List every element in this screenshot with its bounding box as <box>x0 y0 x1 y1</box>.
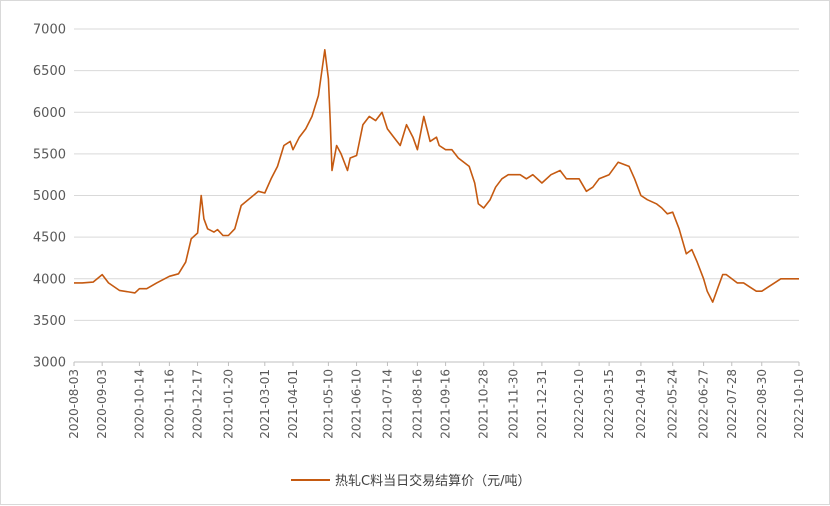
x-tick-label: 2020-12-17 <box>191 369 205 439</box>
x-tick-label: 2022-10-10 <box>792 369 806 439</box>
x-tick-label: 2021-10-28 <box>477 369 491 439</box>
legend: 热轧C料当日交易结算价（元/吨） <box>291 473 530 489</box>
gridlines <box>74 28 799 363</box>
x-tick-label: 2022-08-30 <box>755 369 769 439</box>
y-tick-label: 5000 <box>33 189 66 204</box>
y-axis-ticks: 3000 3500 4000 4500 5000 5500 6000 6500 7000 <box>33 23 66 371</box>
x-tick-label: 2022-06-27 <box>697 369 711 439</box>
x-tick-label: 2022-07-28 <box>725 369 739 439</box>
x-tick-label: 2020-09-03 <box>95 369 109 439</box>
x-tick-label: 2021-08-16 <box>410 369 424 439</box>
x-axis-ticks: 2020-08-03 2020-09-03 2020-10-14 2020-11-16… <box>67 362 806 439</box>
x-tick-label: 2021-04-01 <box>286 369 300 439</box>
y-tick-label: 4500 <box>33 231 66 246</box>
y-tick-label: 7000 <box>33 23 66 38</box>
y-tick-label: 3000 <box>33 356 66 371</box>
x-tick-label: 2021-09-16 <box>439 369 453 439</box>
x-tick-label: 2020-08-03 <box>67 369 81 439</box>
x-tick-label: 2021-03-01 <box>258 369 272 439</box>
x-tick-label: 2021-12-31 <box>535 369 549 439</box>
x-tick-label: 2022-05-24 <box>666 369 680 439</box>
x-tick-label: 2021-05-10 <box>321 369 335 439</box>
series-line <box>74 49 799 303</box>
y-tick-label: 6000 <box>33 106 66 121</box>
x-tick-label: 2020-10-14 <box>132 369 146 439</box>
x-tick-label: 2021-01-20 <box>221 369 235 439</box>
legend-label: 热轧C料当日交易结算价（元/吨） <box>335 473 530 489</box>
y-tick-label: 4000 <box>33 272 66 287</box>
x-tick-label: 2020-11-16 <box>162 369 176 439</box>
x-tick-label: 2022-04-19 <box>634 369 648 439</box>
x-tick-label: 2021-11-30 <box>507 369 521 439</box>
x-tick-label: 2021-06-10 <box>350 369 364 439</box>
x-tick-label: 2022-03-15 <box>602 369 616 439</box>
y-tick-label: 3500 <box>33 314 66 329</box>
x-tick-label: 2022-02-10 <box>572 369 586 439</box>
y-tick-label: 6500 <box>33 64 66 79</box>
y-tick-label: 5500 <box>33 147 66 162</box>
x-tick-label: 2021-07-14 <box>380 369 394 439</box>
